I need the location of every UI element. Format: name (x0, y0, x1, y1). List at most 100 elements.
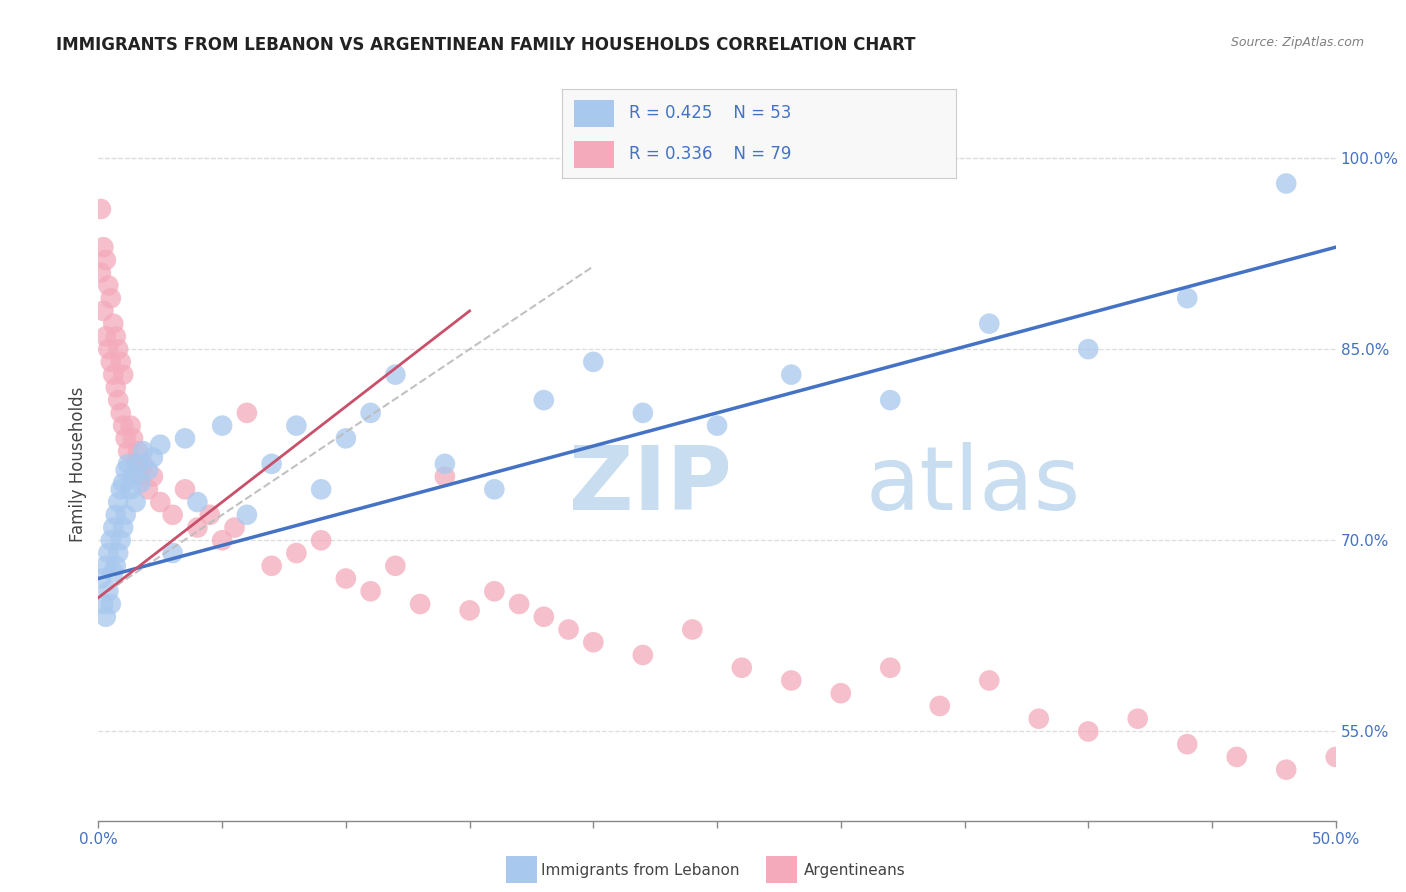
Point (979, 317, 1001, 331)
Point (90, 202, 112, 216)
Point (114, 431, 136, 445)
Point (107, 495, 129, 509)
Point (93, 304, 115, 318)
Bar (574, 100, 613, 127)
Point (780, 673, 803, 688)
Point (928, 698, 950, 713)
Point (186, 495, 208, 509)
Point (149, 438, 172, 452)
Point (104, 508, 127, 522)
Point (1275, 763, 1298, 777)
Point (360, 584, 382, 599)
Point (136, 463, 159, 477)
Point (132, 457, 155, 471)
Point (1275, 177, 1298, 191)
Point (484, 584, 506, 599)
Point (90, 266, 112, 280)
Point (433, 469, 456, 483)
Point (97, 546, 120, 560)
Text: Source: ZipAtlas.com: Source: ZipAtlas.com (1230, 36, 1364, 49)
Point (260, 457, 283, 471)
Point (117, 444, 139, 458)
Point (97, 584, 120, 599)
Point (533, 609, 555, 624)
Point (90, 572, 112, 586)
Point (384, 558, 406, 573)
Point (97, 278, 120, 293)
Point (830, 686, 852, 700)
Point (384, 368, 406, 382)
Point (1175, 291, 1198, 305)
Point (110, 483, 132, 497)
Point (122, 469, 145, 483)
Point (285, 418, 308, 433)
Point (1077, 724, 1099, 739)
Point (103, 317, 125, 331)
Point (1126, 712, 1149, 726)
Text: Argentineans: Argentineans (804, 863, 905, 878)
Point (211, 418, 233, 433)
Point (100, 291, 122, 305)
Point (582, 355, 605, 369)
Text: atlas: atlas (866, 442, 1081, 529)
Point (1175, 737, 1198, 751)
Point (124, 495, 146, 509)
Point (103, 520, 125, 534)
Point (309, 533, 332, 548)
Point (224, 520, 246, 534)
Point (107, 393, 129, 408)
Point (1324, 750, 1347, 764)
Point (100, 597, 122, 611)
Point (879, 393, 901, 408)
Point (104, 558, 127, 573)
Point (174, 431, 197, 445)
Point (127, 457, 149, 471)
Point (93, 240, 115, 254)
Point (198, 508, 221, 522)
Text: R = 0.336    N = 79: R = 0.336 N = 79 (630, 145, 792, 163)
Point (100, 533, 122, 548)
Point (508, 597, 530, 611)
Point (142, 469, 165, 483)
Point (94, 558, 117, 573)
Point (127, 444, 149, 458)
Point (260, 558, 283, 573)
Point (1226, 750, 1249, 764)
Point (132, 444, 155, 458)
Point (142, 450, 165, 465)
Point (582, 635, 605, 649)
Point (706, 418, 728, 433)
Point (1028, 712, 1050, 726)
Point (533, 393, 555, 408)
Point (285, 546, 308, 560)
Point (114, 508, 136, 522)
Point (1374, 737, 1396, 751)
Point (979, 673, 1001, 688)
Text: ZIP: ZIP (568, 442, 731, 529)
Point (458, 603, 481, 617)
Point (335, 572, 357, 586)
Point (100, 355, 122, 369)
Point (110, 355, 132, 369)
Point (112, 520, 135, 534)
Text: Immigrants from Lebanon: Immigrants from Lebanon (541, 863, 740, 878)
Point (94, 252, 117, 267)
Point (103, 368, 125, 382)
Point (120, 418, 142, 433)
Point (360, 406, 382, 420)
Point (186, 520, 208, 534)
Point (114, 463, 136, 477)
Point (1077, 342, 1099, 356)
Text: IMMIGRANTS FROM LEBANON VS ARGENTINEAN FAMILY HOUSEHOLDS CORRELATION CHART: IMMIGRANTS FROM LEBANON VS ARGENTINEAN F… (56, 36, 915, 54)
Point (107, 342, 129, 356)
Point (94, 609, 117, 624)
Point (174, 483, 197, 497)
Point (162, 508, 184, 522)
Point (409, 597, 432, 611)
Point (433, 457, 456, 471)
Point (112, 418, 135, 433)
Text: R = 0.425    N = 53: R = 0.425 N = 53 (630, 104, 792, 122)
Point (129, 475, 152, 490)
Point (104, 380, 127, 394)
Point (97, 342, 120, 356)
